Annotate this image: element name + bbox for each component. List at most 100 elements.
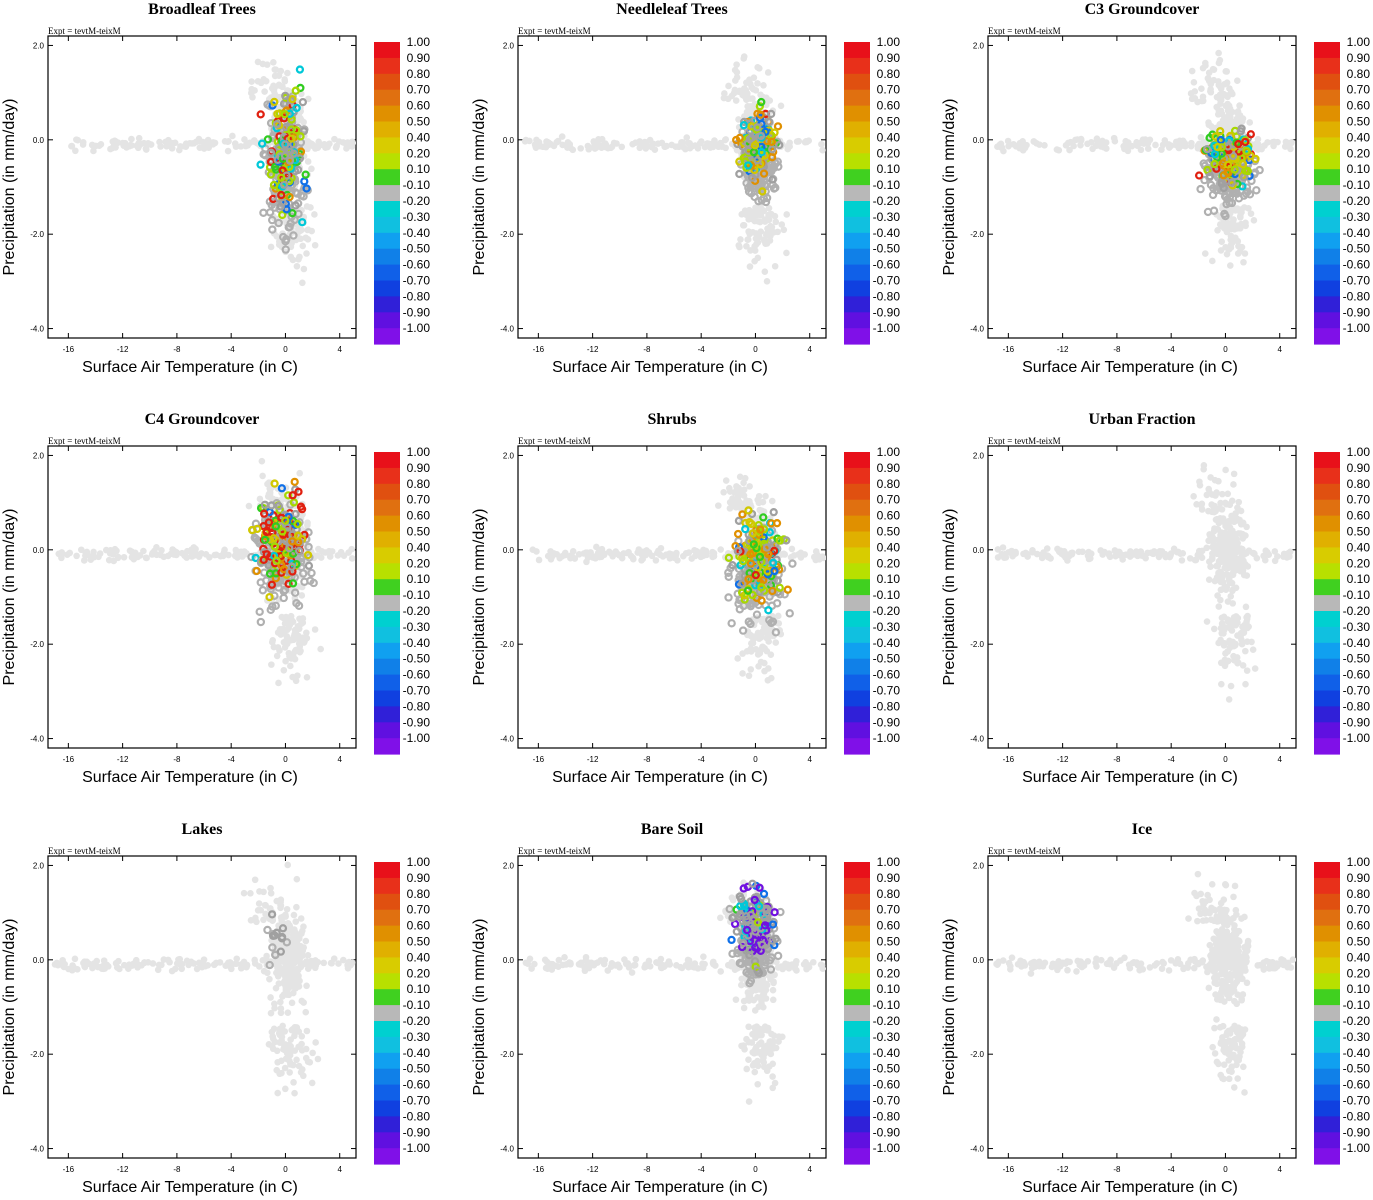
data-point — [1093, 135, 1101, 142]
data-point — [754, 254, 762, 262]
data-point — [281, 516, 290, 525]
data-point — [740, 479, 747, 487]
data-point — [672, 143, 679, 150]
data-point — [1234, 139, 1243, 149]
data-point — [683, 134, 691, 141]
y-tick-label: 0.0 — [33, 546, 45, 555]
colorbar-label: 0.40 — [877, 130, 901, 144]
data-point — [1137, 548, 1145, 555]
scatter-points — [521, 53, 826, 285]
data-point — [522, 136, 530, 144]
colorbar-label: -0.70 — [403, 274, 431, 288]
data-point — [757, 658, 765, 666]
y-tick-label: 2.0 — [973, 451, 985, 460]
data-point — [582, 549, 590, 557]
data-point — [83, 548, 91, 556]
colorbar-segment — [844, 706, 870, 723]
data-point — [1250, 217, 1258, 224]
data-point — [160, 553, 168, 561]
data-point — [1216, 127, 1225, 136]
data-point — [1133, 138, 1140, 146]
data-point — [1251, 154, 1260, 164]
colorbar-label: 1.00 — [877, 445, 901, 459]
colorbar-segment — [844, 515, 870, 532]
data-point — [1230, 165, 1239, 174]
data-point — [1194, 171, 1204, 180]
data-point — [298, 218, 307, 227]
colorbar-segment — [374, 185, 400, 202]
data-point — [773, 122, 783, 131]
data-point — [195, 135, 203, 143]
data-point — [735, 242, 743, 249]
scatter-points — [994, 49, 1295, 269]
y-tick-label: -4.0 — [500, 325, 514, 334]
colorbar-label: 0.10 — [877, 162, 901, 176]
data-point — [767, 674, 775, 682]
colorbar-label: 0.10 — [407, 572, 431, 586]
data-point — [299, 279, 306, 287]
data-point — [1029, 548, 1036, 556]
colorbar-label: 0.40 — [1347, 130, 1371, 144]
data-point — [1253, 554, 1261, 562]
data-point — [790, 552, 798, 559]
data-point — [724, 593, 733, 602]
data-point — [1225, 188, 1234, 198]
data-point — [299, 619, 306, 626]
data-point — [245, 502, 253, 510]
data-point — [754, 196, 763, 206]
x-axis-label: Surface Air Temperature (in C) — [552, 359, 768, 376]
y-tick-label: -2.0 — [500, 230, 514, 239]
colorbar-label: -0.50 — [403, 652, 431, 666]
data-point — [271, 66, 279, 73]
data-point — [293, 519, 302, 529]
data-point — [1242, 603, 1250, 611]
data-point — [322, 144, 329, 151]
colorbar-label: -0.60 — [403, 668, 431, 682]
data-point — [755, 492, 763, 500]
data-point — [274, 629, 282, 636]
data-point — [109, 550, 117, 558]
data-point — [747, 173, 757, 182]
data-point — [1218, 222, 1225, 230]
data-point — [303, 629, 310, 637]
data-point — [1152, 141, 1159, 149]
data-point — [213, 551, 220, 559]
data-point — [296, 132, 305, 141]
data-point — [751, 570, 760, 580]
colorbar-label: -0.80 — [873, 289, 901, 303]
x-axis-label: Surface Air Temperature (in C) — [1022, 769, 1238, 786]
data-point — [662, 551, 670, 558]
data-point — [1191, 95, 1199, 102]
data-point — [642, 145, 650, 152]
data-point — [128, 554, 136, 561]
colorbar-label: 0.50 — [1347, 115, 1371, 129]
data-point — [273, 652, 281, 660]
colorbar-label: 0.20 — [877, 146, 901, 160]
data-point — [1197, 133, 1205, 141]
data-point — [1005, 549, 1012, 556]
data-point — [748, 590, 757, 600]
data-point — [1159, 141, 1167, 149]
data-point — [281, 140, 290, 149]
colorbar-label: -0.30 — [873, 620, 901, 634]
data-point — [163, 142, 170, 150]
data-point — [769, 558, 778, 567]
y-tick-label: 2.0 — [33, 451, 45, 460]
colorbar-segment — [844, 690, 870, 707]
colorbar-label: -0.10 — [403, 178, 431, 192]
colorbar-label: -0.80 — [403, 699, 431, 713]
colorbar: 1.000.900.800.700.600.500.400.200.10-0.1… — [374, 35, 430, 345]
colorbar-segment — [844, 169, 870, 186]
data-point — [151, 547, 158, 555]
data-point — [288, 579, 298, 588]
colorbar-label: 0.70 — [877, 83, 901, 97]
data-point — [256, 160, 265, 169]
scatter-points — [529, 473, 826, 684]
colorbar-segment — [374, 216, 400, 234]
expt-label: Expt = tevtM-teixM — [518, 436, 591, 446]
colorbar-segment — [844, 89, 870, 107]
x-axis-label: Surface Air Temperature (in C) — [1022, 359, 1238, 376]
data-point — [632, 139, 639, 147]
x-tick-label: -12 — [1057, 755, 1069, 764]
data-point — [750, 633, 757, 640]
